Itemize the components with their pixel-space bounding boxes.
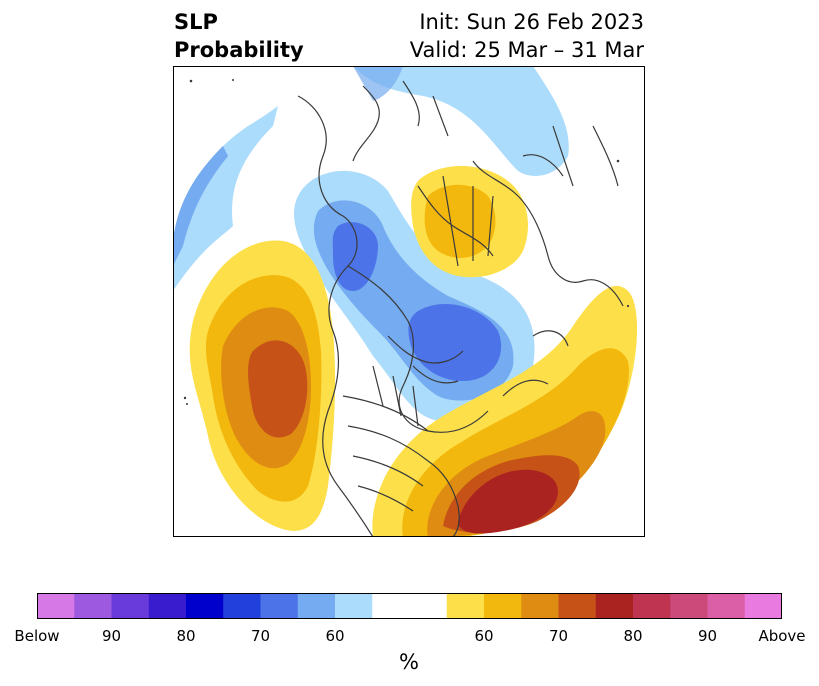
chart-title-right: Init: Sun 26 Feb 2023 Valid: 25 Mar – 31… (410, 8, 644, 64)
colorbar-tick-label: 60 (325, 627, 345, 645)
map-frame (173, 66, 645, 537)
colorbar-segment (74, 593, 112, 619)
colorbar-segment (633, 593, 671, 619)
variable-label: SLP (174, 10, 218, 34)
colorbar-unit-label: % (399, 650, 419, 674)
colorbar-tick-label: 60 (474, 627, 494, 645)
colorbar-segment (409, 593, 448, 619)
colorbar-segment (484, 593, 522, 619)
colorbar-segment (372, 593, 410, 619)
product-label: Probability (174, 38, 304, 62)
colorbar-segment (260, 593, 299, 619)
islands (183, 79, 630, 405)
colorbar-segment (558, 593, 597, 619)
colorbar-segment (335, 593, 373, 619)
probability-map (173, 66, 645, 537)
colorbar-segment (148, 593, 187, 619)
colorbar-segment (521, 593, 559, 619)
colorbar-segment (595, 593, 634, 619)
colorbar-frame (37, 593, 782, 619)
init-date-label: Init: Sun 26 Feb 2023 (419, 10, 644, 34)
colorbar-segment (37, 593, 75, 619)
colorbar-tick-label: 80 (176, 627, 196, 645)
colorbar-segment (111, 593, 150, 619)
colorbar-tick-label: Below (14, 627, 60, 645)
colorbar-segment (297, 593, 336, 619)
colorbar-tick-label: 90 (101, 627, 122, 645)
chart-title-left: SLP Probability (174, 8, 304, 64)
valid-date-label: Valid: 25 Mar – 31 Mar (409, 38, 644, 62)
colorbar-segment (707, 593, 746, 619)
colorbar-tick-label: Above (758, 627, 806, 645)
colorbar-tick-label: 70 (250, 627, 271, 645)
colorbar (37, 593, 782, 619)
colorbar-segment (186, 593, 224, 619)
colorbar-tick-label: 70 (548, 627, 569, 645)
colorbar-segment (223, 593, 261, 619)
below-normal-contours (173, 66, 569, 421)
colorbar-tick-label: 80 (623, 627, 643, 645)
coastlines-and-borders (297, 80, 624, 537)
colorbar-segment (446, 593, 485, 619)
above-normal-contours (189, 166, 638, 537)
colorbar-tick-label: 90 (697, 627, 718, 645)
colorbar-segment (670, 593, 708, 619)
colorbar-segment (744, 593, 782, 619)
